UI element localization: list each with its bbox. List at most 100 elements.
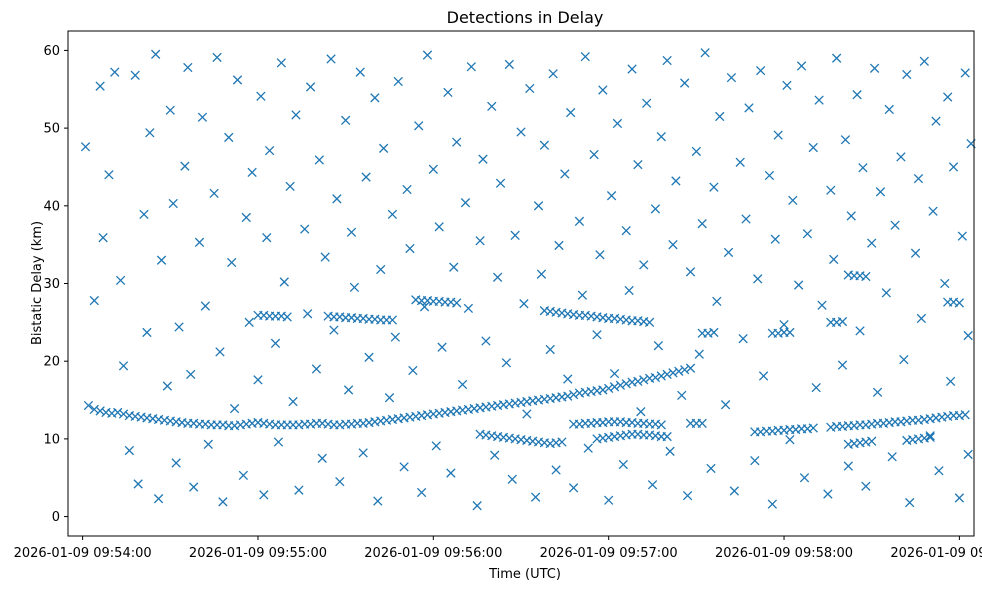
scatter-point bbox=[399, 462, 409, 472]
scatter-point bbox=[940, 278, 950, 289]
scatter-point bbox=[449, 262, 459, 272]
scatter-point bbox=[165, 105, 175, 115]
scatter-point bbox=[200, 301, 211, 311]
scatter-point bbox=[118, 409, 129, 419]
scatter-point bbox=[557, 437, 567, 447]
scatter-point bbox=[110, 67, 120, 77]
scatter-point bbox=[744, 103, 754, 113]
scatter-point bbox=[963, 330, 973, 341]
scatter-point bbox=[98, 233, 108, 243]
scatter-point bbox=[416, 487, 427, 498]
scatter-point bbox=[685, 267, 696, 277]
scatter-point bbox=[510, 230, 520, 240]
scatter-point bbox=[186, 369, 196, 380]
scatter-point bbox=[677, 390, 687, 401]
scatter-point bbox=[624, 285, 634, 296]
scatter-point bbox=[422, 50, 433, 60]
scatter-point bbox=[133, 479, 143, 489]
scatter-point bbox=[402, 184, 412, 195]
scatter-point bbox=[680, 78, 690, 88]
scatter-point bbox=[919, 56, 929, 66]
scatter-point bbox=[905, 497, 915, 508]
scatter-point bbox=[288, 396, 298, 407]
scatter-point bbox=[285, 181, 295, 192]
scatter-point bbox=[457, 379, 468, 390]
scatter-point bbox=[884, 104, 894, 115]
scatter-point bbox=[317, 453, 327, 463]
scatter-point bbox=[80, 142, 91, 152]
scatter-point bbox=[481, 336, 491, 346]
scatter-marks bbox=[80, 48, 976, 511]
scatter-point bbox=[300, 224, 310, 234]
y-tick-label: 50 bbox=[43, 122, 60, 137]
scatter-point bbox=[507, 474, 517, 484]
scatter-point bbox=[405, 243, 415, 254]
scatter-point bbox=[840, 135, 851, 145]
scatter-point bbox=[595, 250, 605, 260]
scatter-point bbox=[925, 432, 935, 442]
y-axis: 0 10 20 30 40 50 60 bbox=[43, 44, 68, 525]
scatter-point bbox=[262, 233, 272, 243]
scatter-point bbox=[589, 149, 599, 160]
scatter-point bbox=[89, 404, 99, 415]
scatter-point bbox=[858, 163, 868, 173]
scatter-point bbox=[639, 375, 649, 385]
scatter-point bbox=[384, 393, 395, 403]
scatter-point bbox=[662, 369, 672, 380]
scatter-point bbox=[259, 490, 269, 500]
y-tick-label: 10 bbox=[43, 432, 60, 447]
scatter-point bbox=[861, 481, 871, 491]
scatter-point bbox=[954, 493, 965, 503]
scatter-point bbox=[735, 157, 745, 167]
scatter-point bbox=[960, 410, 970, 420]
scatter-point bbox=[358, 448, 368, 458]
scatter-point bbox=[487, 101, 497, 112]
scatter-point bbox=[522, 409, 532, 419]
scatter-point bbox=[861, 271, 871, 282]
scatter-point bbox=[153, 494, 164, 504]
scatter-point bbox=[913, 173, 924, 184]
scatter-point bbox=[831, 53, 842, 63]
scatter-point bbox=[867, 436, 877, 446]
scatter-point bbox=[431, 441, 441, 451]
scatter-point bbox=[346, 227, 357, 237]
scatter-point bbox=[738, 334, 748, 344]
scatter-point bbox=[633, 159, 643, 170]
scatter-point bbox=[656, 420, 666, 430]
scatter-point bbox=[151, 49, 161, 59]
x-axis-label: Time (UTC) bbox=[488, 567, 561, 582]
scatter-point bbox=[244, 317, 254, 328]
scatter-point bbox=[767, 499, 778, 509]
scatter-point bbox=[665, 446, 675, 456]
scatter-point bbox=[279, 277, 289, 287]
y-tick-label: 40 bbox=[43, 199, 60, 214]
scatter-point bbox=[574, 216, 585, 227]
scatter-point bbox=[691, 146, 702, 157]
scatter-point bbox=[490, 450, 500, 460]
scatter-point bbox=[960, 68, 970, 78]
scatter-point bbox=[943, 92, 953, 102]
scatter-point bbox=[674, 366, 684, 376]
scatter-point bbox=[238, 470, 249, 481]
scatter-point bbox=[162, 381, 173, 391]
scatter-point bbox=[709, 327, 719, 338]
scatter-point bbox=[642, 98, 652, 108]
scatter-point bbox=[788, 195, 798, 206]
x-tick-label: 2026-01-09 09:54:00 bbox=[14, 546, 152, 561]
x-tick-label: 2026-01-09 09:58:00 bbox=[715, 546, 853, 561]
scatter-point bbox=[796, 61, 807, 71]
scatter-point bbox=[811, 382, 821, 393]
scatter-point bbox=[621, 226, 631, 236]
scatter-point bbox=[419, 302, 430, 312]
scatter-point bbox=[609, 382, 620, 392]
scatter-point bbox=[568, 389, 579, 400]
scatter-point bbox=[837, 360, 848, 370]
scatter-point bbox=[229, 403, 240, 414]
scatter-point bbox=[174, 322, 184, 332]
scatter-point bbox=[256, 91, 266, 101]
scatter-point bbox=[779, 320, 789, 330]
scatter-point bbox=[291, 110, 301, 120]
scatter-point bbox=[224, 132, 234, 143]
scatter-point bbox=[720, 400, 731, 410]
